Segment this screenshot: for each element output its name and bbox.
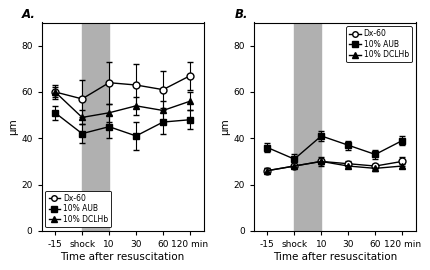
- Y-axis label: μm: μm: [8, 118, 18, 135]
- X-axis label: Time after resuscitation: Time after resuscitation: [273, 252, 397, 262]
- Text: A.: A.: [22, 8, 36, 21]
- X-axis label: Time after resuscitation: Time after resuscitation: [61, 252, 185, 262]
- Text: B.: B.: [234, 8, 248, 21]
- Legend: Dx-60, 10% AUB, 10% DCLHb: Dx-60, 10% AUB, 10% DCLHb: [346, 26, 412, 62]
- Y-axis label: μm: μm: [221, 118, 230, 135]
- Bar: [294, 22, 321, 231]
- Legend: Dx-60, 10% AUB, 10% DCLHb: Dx-60, 10% AUB, 10% DCLHb: [46, 191, 111, 227]
- Bar: [82, 22, 109, 231]
